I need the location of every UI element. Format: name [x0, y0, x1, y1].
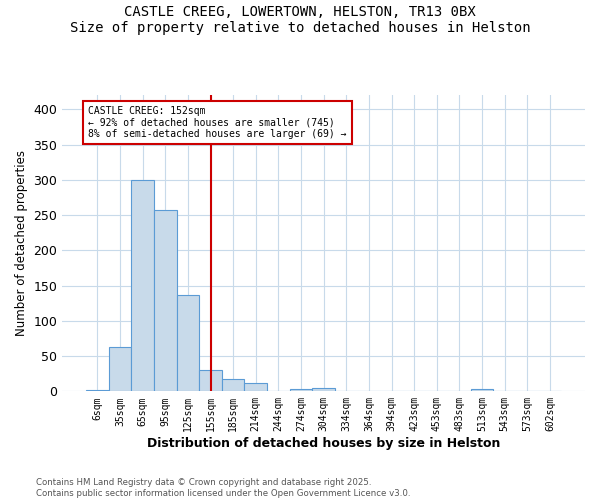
Bar: [86, 390, 109, 392]
Bar: [109, 347, 131, 392]
Bar: [176, 296, 199, 392]
Bar: [244, 383, 267, 392]
Bar: [154, 210, 176, 392]
X-axis label: Distribution of detached houses by size in Helston: Distribution of detached houses by size …: [147, 437, 500, 450]
Y-axis label: Number of detached properties: Number of detached properties: [15, 150, 28, 336]
Bar: [199, 370, 222, 392]
Bar: [471, 389, 493, 392]
Bar: [290, 389, 313, 392]
Bar: [313, 388, 335, 392]
Text: Contains HM Land Registry data © Crown copyright and database right 2025.
Contai: Contains HM Land Registry data © Crown c…: [36, 478, 410, 498]
Bar: [131, 180, 154, 392]
Text: CASTLE CREEG: 152sqm
← 92% of detached houses are smaller (745)
8% of semi-detac: CASTLE CREEG: 152sqm ← 92% of detached h…: [88, 106, 347, 139]
Text: CASTLE CREEG, LOWERTOWN, HELSTON, TR13 0BX
Size of property relative to detached: CASTLE CREEG, LOWERTOWN, HELSTON, TR13 0…: [70, 5, 530, 35]
Bar: [222, 378, 244, 392]
